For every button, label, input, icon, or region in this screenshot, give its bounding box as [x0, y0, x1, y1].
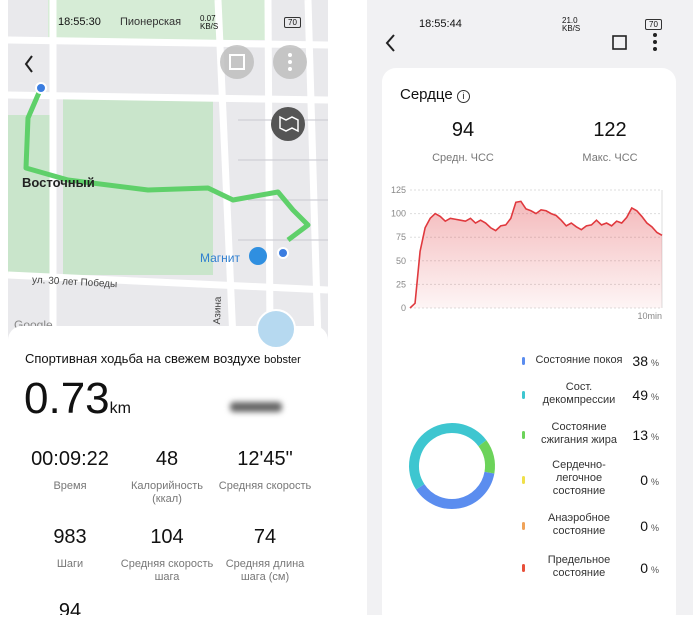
speed-unit: KB/S: [200, 22, 219, 31]
y-tick-label: 125: [391, 185, 406, 195]
hr-value: 122: [593, 119, 627, 141]
zone-unit: %: [651, 565, 659, 575]
legend-label: Состояние сжигания жира: [541, 421, 617, 446]
summary-card: [8, 326, 328, 615]
speed: 21.0: [562, 16, 578, 25]
zone-unit: %: [651, 392, 659, 402]
donut-segment: [416, 471, 495, 509]
status-speed: 0.07 KB/S: [200, 15, 218, 31]
heart-card: [382, 68, 676, 628]
distance-unit: km: [109, 400, 131, 417]
legend-swatch: [522, 431, 525, 439]
legend-swatch: [522, 564, 525, 572]
donut-segment: [478, 440, 495, 474]
stat-value: 94: [58, 600, 82, 615]
title: Спортивная ходьба на свежем воздухе: [25, 351, 261, 366]
avatar: [256, 309, 296, 349]
status-speed: 21.0 KB/S: [562, 17, 580, 33]
zone-value: 0: [640, 472, 648, 488]
distance: 0.73km: [24, 374, 131, 424]
zone-unit: %: [651, 358, 659, 368]
page: { "left": { "status_time": "18:55:30", "…: [8, 0, 693, 615]
stat-label: Время: [53, 480, 87, 492]
stat-value: 12'45": [237, 448, 293, 470]
stat-label: Калорийность (ккал): [130, 480, 204, 505]
zone-unit: %: [651, 523, 659, 533]
zone-value: 49: [632, 387, 648, 403]
legend-swatch: [522, 476, 525, 484]
speed-unit: KB/S: [562, 24, 581, 33]
heart-line: [409, 200, 663, 309]
toolbar: [385, 33, 657, 52]
card-title: Сердце i: [400, 86, 470, 103]
zone-value: 13: [632, 427, 648, 443]
legend-label: Предельное состояние: [547, 554, 611, 579]
battery: 70: [284, 17, 301, 28]
heart-area: [410, 201, 662, 308]
map: [8, 0, 328, 340]
user: bobster: [264, 354, 301, 366]
status-time: 18:55:44: [419, 18, 462, 30]
left-screen: 18:55:30 0.07 KB/S 70 Пионерская Восточны…: [8, 0, 328, 615]
map-label: Пионерская: [120, 16, 182, 28]
zone-value: 0: [640, 560, 648, 576]
map-label: Магнит: [200, 251, 241, 265]
status-time: 18:55:30: [58, 16, 101, 28]
stat-label: Средняя длина шага (см): [225, 558, 305, 583]
hr-label: Макс. ЧСС: [582, 152, 638, 164]
y-tick-label: 50: [396, 256, 406, 266]
stat-label: Средняя скорость: [218, 480, 312, 492]
stat-value: 104: [150, 526, 184, 548]
legend-swatch: [522, 391, 525, 399]
y-tick-label: 75: [396, 232, 406, 242]
hr-value: 94: [451, 119, 475, 141]
speed: 0.07: [200, 14, 216, 23]
legend-label: Состояние покоя: [535, 354, 623, 366]
legend-swatch: [522, 522, 525, 530]
x-end-label: 10min: [637, 311, 662, 321]
share[interactable]: [612, 35, 627, 50]
map-label: Восточный: [22, 175, 95, 190]
y-tick-label: 0: [401, 303, 406, 313]
legend-swatch: [522, 357, 525, 365]
y-tick-label: 25: [396, 279, 406, 289]
legend-label: Анаэробное состояние: [548, 512, 610, 537]
stat-label: Средняя скорость шага: [120, 558, 214, 583]
legend-label: Сост. декомпрессии: [542, 381, 616, 406]
more[interactable]: [653, 33, 657, 51]
stat-label: Шаги: [56, 558, 84, 570]
hr-label: Средн. ЧСС: [432, 152, 494, 164]
back[interactable]: [385, 34, 395, 52]
stat-value: 00:09:22: [31, 448, 109, 470]
stat-value: 48: [155, 448, 179, 470]
distance-value: 0.73: [24, 374, 110, 423]
stat-value: 74: [253, 526, 277, 548]
y-tick-label: 100: [391, 209, 406, 219]
donut-segment: [409, 423, 487, 490]
blurred: [230, 402, 282, 412]
zone-unit: %: [651, 477, 659, 487]
zone-value: 0: [640, 518, 648, 534]
stat-value: 983: [53, 526, 87, 548]
zone-unit: %: [651, 432, 659, 442]
legend-label: Сердечно-легочное состояние: [552, 459, 606, 497]
zone-value: 38: [632, 353, 648, 369]
battery: 70: [645, 19, 662, 30]
title: Сердце: [400, 86, 453, 103]
activity-title: Спортивная ходьба на свежем воздухе bobs…: [25, 351, 301, 366]
